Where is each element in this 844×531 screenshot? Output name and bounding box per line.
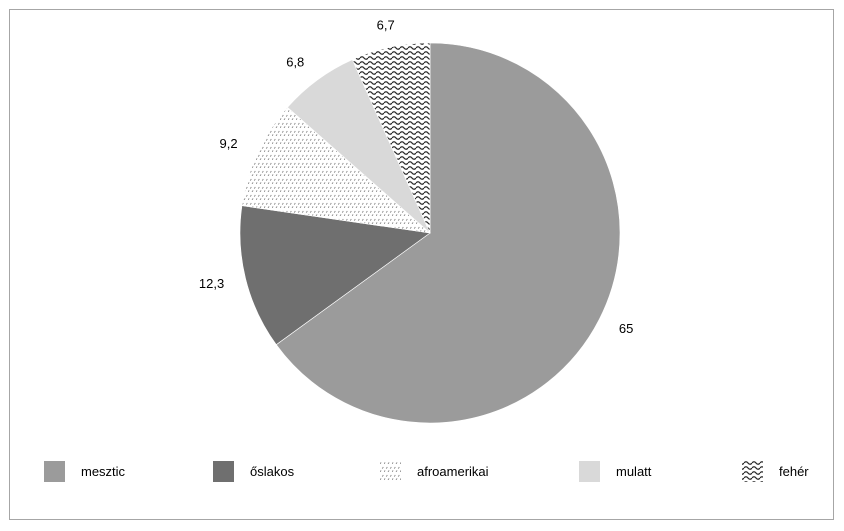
pie-slice-feher bbox=[351, 42, 431, 234]
legend-label-afroamerikai: afroamerikai bbox=[417, 464, 489, 479]
data-label-mulatt: 6,8 bbox=[286, 54, 304, 69]
legend-label-mesztic: mesztic bbox=[81, 464, 126, 479]
legend-swatch-feher bbox=[742, 461, 763, 482]
pie-slice-afroamerikai bbox=[241, 106, 431, 234]
legend-swatch-oslakos bbox=[213, 461, 234, 482]
pie-slices bbox=[239, 42, 621, 424]
data-label-afroamerikai: 9,2 bbox=[220, 136, 238, 151]
legend-swatch-mesztic bbox=[44, 461, 65, 482]
data-label-mesztic: 65 bbox=[619, 321, 633, 336]
data-label-oslakos: 12,3 bbox=[199, 276, 224, 291]
pie-slice-oslakos bbox=[239, 205, 431, 346]
data-labels: 65 12,3 9,2 6,8 6,7 bbox=[199, 18, 633, 337]
legend-swatch-mulatt bbox=[579, 461, 600, 482]
data-label-feher: 6,7 bbox=[377, 18, 395, 33]
legend-label-feher: fehér bbox=[779, 464, 809, 479]
pie-slice-mesztic bbox=[275, 42, 621, 424]
legend-label-oslakos: őslakos bbox=[250, 464, 295, 479]
legend-label-mulatt: mulatt bbox=[616, 464, 652, 479]
legend-swatch-afroamerikai bbox=[380, 461, 401, 482]
legend: mesztic őslakos afroamerikai mulatt fehér bbox=[44, 461, 809, 482]
